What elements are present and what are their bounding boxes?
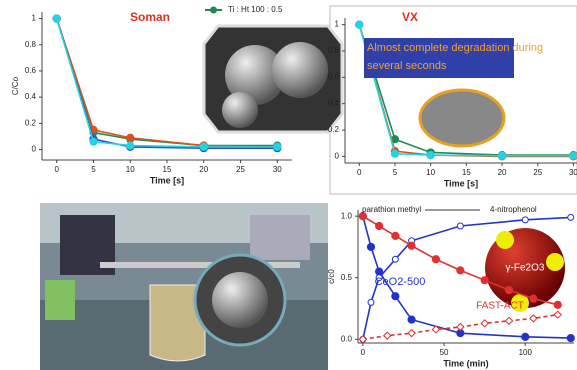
data-point	[408, 242, 415, 249]
y-tick-label: 0.8	[25, 40, 37, 49]
x-tick-label: 0	[54, 165, 59, 174]
x-tick-label: 0	[361, 348, 366, 357]
y-tick-label: 0	[32, 145, 37, 154]
annotation: CeO2-500	[375, 276, 426, 288]
data-point	[457, 223, 463, 229]
data-point	[408, 316, 415, 323]
data-point	[391, 150, 398, 157]
data-point	[384, 332, 391, 339]
y-tick-label: 1	[32, 14, 37, 23]
x-tick-label: 10	[126, 165, 135, 174]
y-tick-label: 0.2	[328, 125, 340, 134]
x-tick-label: 50	[440, 348, 449, 357]
data-point	[530, 315, 537, 322]
annotation: 4-nitrophenol	[490, 205, 537, 214]
annotation: FAST-ACT	[476, 301, 524, 312]
data-point	[356, 21, 363, 28]
x-tick-label: 30	[569, 168, 577, 177]
data-point	[392, 232, 399, 239]
data-point	[408, 330, 415, 337]
y-tick-label: 0.4	[25, 92, 37, 101]
x-tick-label: 5	[393, 168, 398, 177]
data-point	[127, 142, 134, 149]
data-point	[570, 152, 577, 159]
data-point	[481, 277, 488, 284]
data-point	[127, 134, 134, 141]
y-tick-label: 0.4	[328, 99, 340, 108]
chart-title: VX	[402, 10, 418, 24]
annotation-line: Almost complete degradation during	[367, 42, 543, 54]
sem-inset	[420, 90, 504, 146]
chart-title: Soman	[130, 10, 170, 24]
annotation: γ-Fe2O3	[506, 263, 545, 274]
x-tick-label: 25	[236, 165, 245, 174]
annotation: parathion methyl	[362, 205, 421, 214]
data-point	[53, 15, 60, 22]
x-axis-label: Time [s]	[444, 178, 478, 188]
legend-marker	[210, 7, 217, 14]
sem-inset	[204, 26, 342, 132]
data-point	[427, 151, 434, 158]
data-point	[498, 152, 505, 159]
data-point	[368, 299, 374, 305]
y-tick-label: 1	[335, 20, 340, 29]
data-point	[522, 217, 528, 223]
data-point	[505, 286, 512, 293]
data-point	[457, 267, 464, 274]
data-point	[90, 138, 97, 145]
collage: 05101520253000.20.40.60.81Time [s]C/CoSo…	[0, 0, 577, 370]
y-axis-label: C/Co	[11, 76, 20, 95]
x-tick-label: 100	[519, 348, 533, 357]
x-tick-label: 5	[91, 165, 96, 174]
x-tick-label: 0	[357, 168, 362, 177]
legend-label: Ti : Ht 100 : 0.5	[228, 5, 283, 14]
y-tick-label: 0	[335, 152, 340, 161]
annotation-line: several seconds	[367, 60, 447, 72]
data-point	[457, 323, 464, 330]
data-point	[392, 256, 398, 262]
x-tick-label: 15	[163, 165, 172, 174]
data-point	[530, 295, 537, 302]
x-tick-label: 15	[462, 168, 471, 177]
y-tick-label: 0.5	[341, 273, 353, 282]
data-point	[567, 334, 574, 341]
data-point	[522, 333, 529, 340]
data-point	[200, 143, 207, 150]
data-point	[554, 301, 561, 308]
y-tick-label: 0.6	[25, 66, 37, 75]
data-point	[367, 243, 374, 250]
x-tick-label: 20	[498, 168, 507, 177]
reactor-photo	[40, 203, 328, 370]
x-axis-label: Time (min)	[443, 358, 488, 368]
y-axis-label: c/c0	[327, 269, 336, 284]
y-tick-label: 0.2	[25, 118, 37, 127]
data-point	[568, 214, 574, 220]
y-tick-label: 1.0	[341, 211, 353, 220]
x-tick-label: 20	[199, 165, 208, 174]
x-tick-label: 30	[273, 165, 282, 174]
data-point	[554, 311, 561, 318]
data-point	[481, 320, 488, 327]
x-tick-label: 25	[533, 168, 542, 177]
y-tick-label: 0.8	[328, 46, 340, 55]
y-tick-label: 0.0	[341, 334, 353, 343]
data-point	[506, 317, 513, 324]
data-point	[274, 143, 281, 150]
y-tick-label: 0.6	[328, 72, 340, 81]
page: 05101520253000.20.40.60.81Time [s]C/CoSo…	[0, 0, 577, 370]
x-tick-label: 10	[426, 168, 435, 177]
x-axis-label: Time [s]	[150, 175, 184, 185]
data-point	[376, 222, 383, 229]
data-point	[392, 293, 399, 300]
data-point	[432, 256, 439, 263]
